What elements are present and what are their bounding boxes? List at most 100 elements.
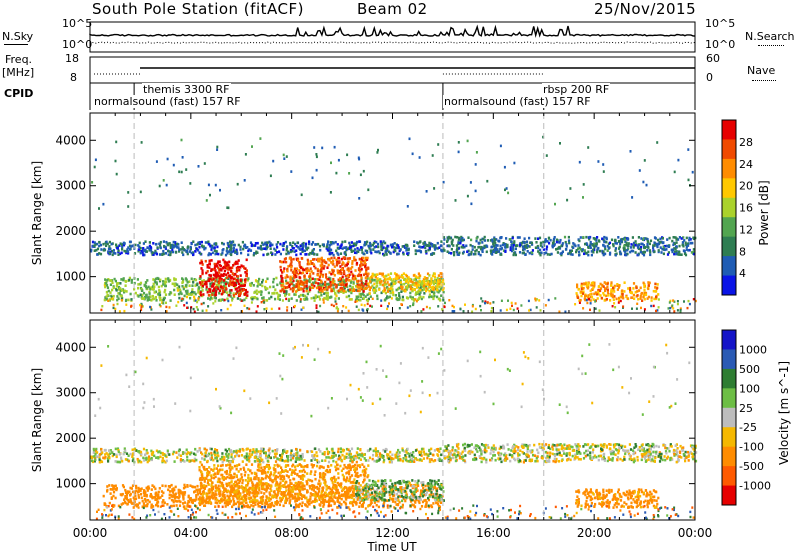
echo-cell: [512, 243, 515, 247]
echo-cell: [262, 483, 265, 487]
echo-cell: [125, 250, 128, 253]
echo-cell: [140, 308, 143, 311]
echo-cell: [371, 305, 373, 308]
echo-cell: [419, 291, 422, 294]
echo-cell: [615, 242, 618, 245]
echo-cell: [367, 297, 370, 301]
echo-cell: [178, 495, 181, 498]
echo-cell: [392, 246, 395, 249]
echo-cell: [603, 235, 606, 239]
echo-cell: [277, 295, 280, 299]
echo-cell: [105, 280, 108, 283]
echo-cell: [481, 241, 484, 244]
echo-cell: [233, 494, 236, 498]
echo-cell: [569, 252, 572, 256]
echo-cell: [383, 287, 386, 290]
echo-cell: [337, 256, 340, 260]
echo-cell: [225, 261, 228, 264]
echo-cell: [196, 283, 199, 287]
echo-cell: [441, 288, 444, 292]
echo-cell: [158, 496, 161, 500]
echo-cell: [267, 483, 270, 486]
echo-cell: [260, 293, 263, 296]
echo-cell: [382, 240, 385, 243]
echo-cell: [195, 247, 198, 251]
echo-cell: [605, 298, 608, 301]
echo-cell: [333, 280, 336, 283]
echo-cell: [285, 246, 288, 250]
echo-cell: [297, 503, 300, 507]
echo-cell: [586, 286, 589, 290]
echo-cell: [605, 294, 608, 298]
echo-cell: [348, 472, 351, 476]
echo-cell: [688, 236, 691, 240]
echo-cell: [630, 243, 633, 246]
echo-cell: [352, 274, 355, 277]
echo-cell: [256, 305, 259, 308]
echo-cell: [236, 252, 239, 256]
echo-cell: [418, 293, 421, 296]
echo-cell: [618, 250, 622, 253]
echo-cell: [285, 248, 288, 252]
echo-cell: [406, 286, 409, 290]
echo-cell: [371, 284, 374, 288]
echo-cell: [212, 473, 215, 477]
echo-cell: [104, 278, 107, 281]
echo-cell: [239, 292, 242, 295]
echo-cell: [125, 251, 128, 255]
echo-cell: [222, 484, 225, 487]
echo-cell: [380, 304, 383, 307]
echo-cell: [634, 251, 637, 254]
echo-cell: [360, 293, 363, 296]
echo-cell: [355, 241, 358, 245]
echo-cell: [574, 303, 577, 306]
echo-cell: [142, 291, 146, 295]
echo-cell: [424, 250, 428, 253]
echo-cell: [357, 298, 360, 302]
echo-cell: [304, 297, 307, 301]
echo-cell: [285, 260, 288, 264]
echo-cell: [198, 295, 201, 299]
echo-cell: [236, 287, 239, 290]
echo-cell: [206, 270, 209, 273]
echo-cell: [416, 298, 420, 301]
echo-cell: [146, 299, 149, 302]
echo-cell: [632, 293, 635, 297]
echo-cell: [687, 249, 690, 252]
echo-cell: [139, 246, 142, 250]
echo-cell: [207, 183, 210, 187]
echo-cell: [516, 244, 519, 247]
echo-cell: [224, 281, 227, 284]
echo-cell: [578, 301, 581, 304]
echo-cell: [197, 488, 200, 492]
echo-cell: [637, 253, 640, 257]
echo-cell: [108, 251, 111, 255]
echo-cell: [360, 499, 363, 502]
echo-cell: [657, 293, 660, 296]
echo-cell: [582, 196, 584, 199]
echo-cell: [387, 273, 390, 276]
echo-cell: [480, 309, 482, 312]
echo-cell: [430, 493, 433, 496]
echo-cell: [227, 243, 230, 246]
echo-cell: [149, 305, 152, 309]
echo-cell: [217, 286, 220, 289]
echo-cell: [591, 282, 594, 285]
echo-cell: [453, 253, 456, 257]
echo-cell: [423, 493, 426, 497]
echo-cell: [262, 477, 265, 481]
echo-cell: [208, 273, 211, 277]
echo-cell: [146, 489, 149, 492]
echo-cell: [258, 469, 261, 472]
echo-cell: [114, 307, 117, 311]
echo-cell: [687, 299, 690, 303]
echo-cell: [257, 280, 260, 283]
echo-cell: [511, 246, 514, 249]
echo-cell: [267, 505, 270, 509]
echo-cell: [214, 264, 217, 268]
echo-cell: [414, 293, 417, 296]
echo-cell: [430, 277, 433, 281]
echo-cell: [335, 307, 338, 310]
echo-cell: [554, 202, 556, 206]
echo-cell: [302, 289, 305, 293]
